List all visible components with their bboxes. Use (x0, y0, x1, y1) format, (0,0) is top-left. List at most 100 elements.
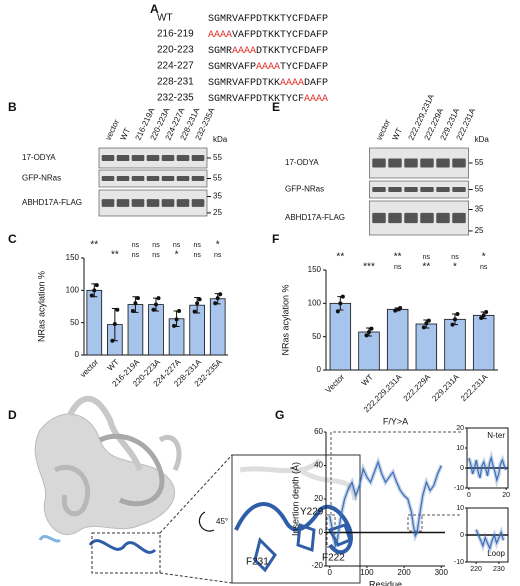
sequence-segment: DTKKTYCFDAFP (256, 46, 328, 57)
blot-band (452, 158, 466, 168)
data-point (156, 296, 161, 301)
significance-label: ** (111, 250, 119, 261)
sequence-segment: SGMRVAFPDTKK (208, 78, 280, 89)
y-tick-label: 150 (308, 265, 322, 274)
y-tick-label: 50 (70, 318, 79, 327)
data-point (369, 326, 374, 331)
marker-label: 55 (213, 153, 222, 162)
significance-label: ns (451, 254, 459, 261)
data-point (367, 330, 371, 334)
bar (86, 289, 103, 356)
data-point (426, 318, 431, 323)
data-point (335, 309, 340, 314)
structure-drawing (34, 395, 361, 584)
significance-label: * (482, 252, 486, 263)
row-label: GFP-NRas (22, 174, 61, 183)
blot-band (404, 212, 418, 224)
significance-label: ** (394, 252, 402, 263)
line (468, 455, 507, 483)
row-label: 17-ODYA (285, 158, 319, 167)
blot-band (191, 155, 205, 161)
blot-band (452, 212, 466, 224)
blot-band (161, 175, 175, 182)
significance-label: ns (132, 252, 140, 259)
x-tick-label: 0 (467, 492, 471, 499)
lane-label: WT (119, 127, 132, 142)
blot-band (388, 186, 402, 193)
bar (386, 308, 409, 371)
significance-label: * (216, 240, 220, 251)
significance-label: ** (422, 262, 430, 273)
data-point (177, 309, 182, 314)
y-tick-label: -20 (311, 561, 323, 570)
marker-label: 35 (475, 205, 484, 214)
x-tick-label: 100 (360, 568, 374, 577)
x-tick-label: 222,229A (402, 372, 433, 403)
row-name: WT (157, 13, 173, 24)
x-tick-label: 229,231A (430, 372, 461, 403)
bar (209, 298, 226, 356)
data-point (450, 322, 455, 327)
blot-band (101, 175, 115, 182)
data-point (130, 309, 135, 314)
sequence-segment: AAAA (304, 94, 328, 105)
significance-label: *** (363, 262, 375, 273)
blot-band (191, 175, 205, 182)
sequence-segment: AAAA (256, 62, 280, 73)
significance-label: ns (193, 252, 201, 259)
x-tick-label: 220 (470, 566, 482, 573)
data-point (424, 321, 429, 326)
sequence: SGMRVAFPDTKKTYCFAAAA (208, 94, 328, 105)
blot-band (404, 158, 418, 168)
residue-label: Y229 (300, 507, 324, 518)
lane-label: WT (391, 127, 404, 142)
unit-label: kDa (213, 135, 228, 144)
y-tick-label: 100 (308, 298, 322, 307)
y-tick-label: 40 (314, 461, 323, 470)
sequence-segment: AAAA (208, 30, 232, 41)
panel-label: D (8, 408, 17, 422)
row-label: ABHD17A-FLAG (22, 198, 82, 207)
data-point (92, 288, 97, 293)
row-label: ABHD17A-FLAG (285, 213, 345, 222)
row-name: 216-219 (157, 29, 194, 40)
significance-label: ** (336, 252, 344, 263)
significance-label: ns (214, 252, 222, 259)
y-tick-label: 150 (66, 253, 80, 262)
bar (329, 302, 352, 371)
x-tick-label: 300 (435, 568, 449, 577)
significance-label: * (453, 262, 457, 273)
blot-band (420, 158, 434, 168)
panel-label: E (272, 100, 280, 114)
blot-band (404, 186, 418, 193)
bar (415, 323, 438, 371)
data-point (481, 313, 486, 318)
data-point (115, 307, 120, 312)
blot-band (388, 158, 402, 168)
sequence-segment: SGMRVAFPDTKKTYCFDAFP (208, 14, 328, 25)
chart-title: N-ter (487, 431, 505, 440)
x-tick-label: 20 (502, 492, 510, 499)
data-point (174, 317, 179, 322)
blot-band (146, 175, 160, 182)
blot-band (372, 186, 386, 193)
x-tick-label: 0 (327, 568, 332, 577)
x-tick-label: 200 (397, 568, 411, 577)
data-point (151, 307, 156, 312)
significance-label: ns (152, 242, 160, 249)
significance-label: ns (423, 254, 431, 261)
marker-label: 55 (213, 174, 222, 183)
y-tick-label: 20 (314, 494, 323, 503)
y-tick-label: 0 (460, 465, 464, 472)
blot-band (388, 212, 402, 224)
data-point (213, 301, 218, 306)
data-point (484, 310, 489, 314)
blot-band (101, 155, 115, 161)
y-tick-label: 0 (319, 528, 324, 537)
significance-label: ns (152, 252, 160, 259)
data-point (479, 316, 484, 320)
x-tick-label: 222,231A (459, 372, 490, 403)
blot-band (146, 155, 160, 161)
panel-label: C (8, 232, 17, 246)
